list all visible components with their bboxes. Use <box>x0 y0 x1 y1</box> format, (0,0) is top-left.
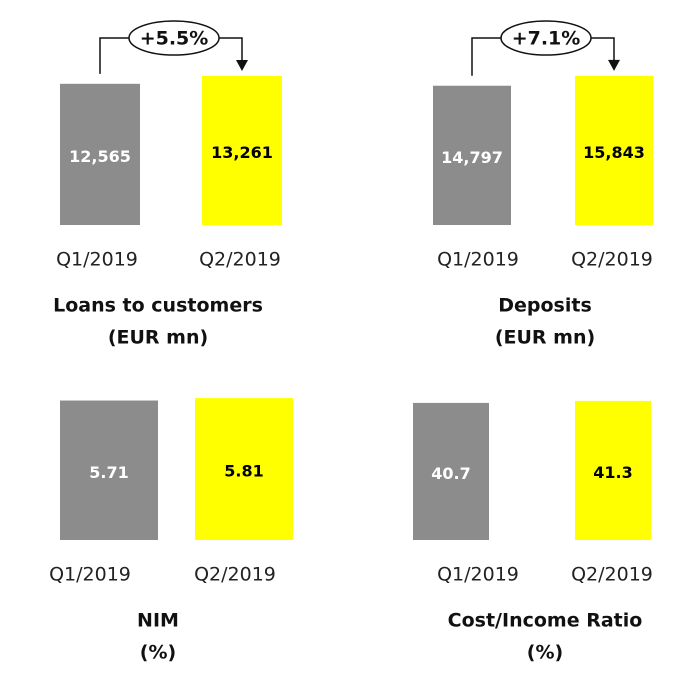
x-tick-label: Q2/2019 <box>199 249 281 271</box>
value-label: 5.81 <box>224 462 263 481</box>
chart-title: Deposits <box>498 295 592 317</box>
annotation-arrow <box>219 37 243 62</box>
x-tick-label: Q2/2019 <box>571 249 653 271</box>
bar <box>195 398 293 540</box>
chart-subtitle: (%) <box>140 642 176 664</box>
arrow-head <box>608 59 620 71</box>
bar <box>413 402 489 540</box>
bar <box>575 75 653 226</box>
annotation-ellipse <box>128 20 220 56</box>
bar <box>575 400 651 540</box>
bar <box>202 76 282 225</box>
value-label: 5.71 <box>89 463 128 482</box>
x-tick-label: Q1/2019 <box>437 564 519 586</box>
chart-subtitle: (EUR mn) <box>108 327 208 349</box>
bar <box>60 400 158 540</box>
value-label: 41.3 <box>593 463 632 482</box>
bar <box>60 83 140 225</box>
x-tick-label: Q1/2019 <box>437 249 519 271</box>
x-tick-label: Q1/2019 <box>56 249 138 271</box>
chart-subtitle: (%) <box>527 642 563 664</box>
chart-subtitle: (EUR mn) <box>495 327 595 349</box>
value-label: 14,797 <box>441 148 503 167</box>
chart-title: Cost/Income Ratio <box>448 610 643 632</box>
x-tick-label: Q2/2019 <box>194 564 276 586</box>
annotation: +7.1% <box>512 28 581 50</box>
value-label: 12,565 <box>69 147 131 166</box>
chart-title: Loans to customers <box>53 295 263 317</box>
arrow-head <box>236 60 248 71</box>
annotation-arrow <box>591 37 615 62</box>
annotation-bracket <box>99 37 129 74</box>
x-tick-label: Q2/2019 <box>571 564 653 586</box>
value-label: 13,261 <box>211 143 273 162</box>
bar <box>433 85 511 225</box>
annotation: +5.5% <box>140 28 209 50</box>
value-label: 40.7 <box>431 464 470 483</box>
value-label: 15,843 <box>583 143 645 162</box>
annotation-bracket <box>471 37 501 76</box>
x-tick-label: Q1/2019 <box>49 564 131 586</box>
annotation-ellipse <box>500 20 592 56</box>
chart-title: NIM <box>137 610 179 632</box>
